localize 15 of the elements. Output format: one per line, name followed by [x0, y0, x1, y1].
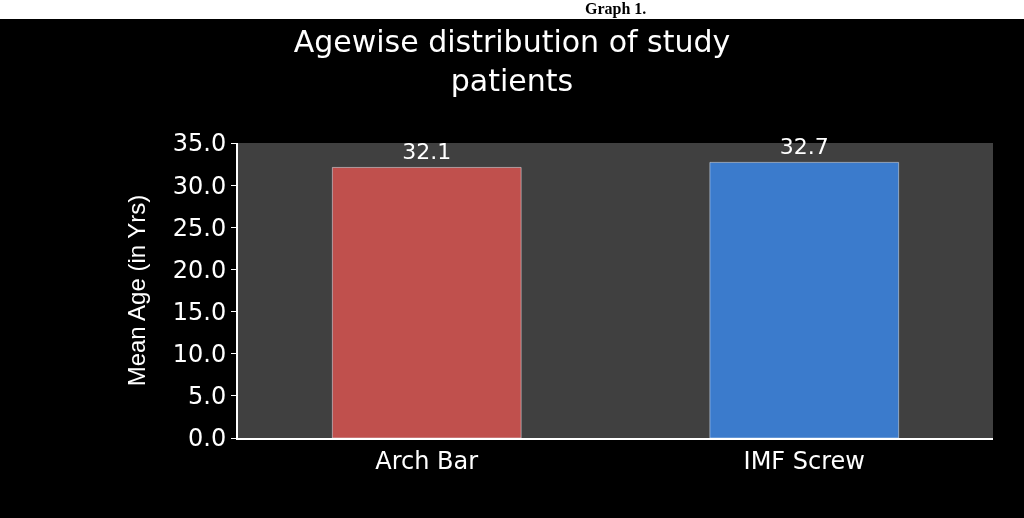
y-tick-label: 30.0: [172, 171, 227, 200]
y-tick-label: 20.0: [172, 255, 227, 284]
y-tick-label: 5.0: [188, 382, 227, 411]
y-tick-label: 15.0: [172, 297, 227, 326]
y-axis-title: Mean Age (in Yrs): [123, 194, 151, 387]
x-tick-label: IMF Screw: [743, 446, 865, 475]
x-tick-label: Arch Bar: [375, 446, 479, 475]
y-tick-label: 10.0: [172, 340, 227, 369]
data-label: 32.1: [402, 139, 452, 165]
chart-title: Agewise distribution of study patients: [293, 23, 731, 98]
caption: Graph 1.: [585, 0, 647, 18]
data-label: 32.7: [779, 134, 829, 160]
y-tick-label: 0.0: [188, 424, 227, 453]
y-tick-label: 25.0: [172, 213, 227, 242]
y-tick-label: 35.0: [172, 129, 227, 158]
